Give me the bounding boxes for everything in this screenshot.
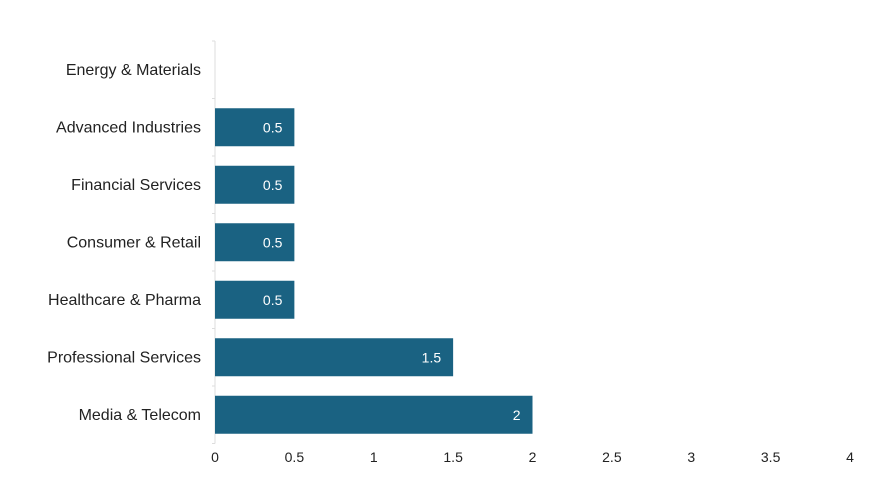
category-label: Financial Services xyxy=(71,177,201,194)
x-tick-label: 3 xyxy=(687,449,695,465)
category-label: Healthcare & Pharma xyxy=(48,292,201,309)
category-label: Consumer & Retail xyxy=(67,234,201,251)
bar xyxy=(215,338,454,377)
data-label: 0.5 xyxy=(263,292,283,308)
x-tick-label: 2.5 xyxy=(602,449,622,465)
bar xyxy=(215,108,295,147)
x-tick-label: 0.5 xyxy=(285,449,305,465)
x-tick-label: 3.5 xyxy=(761,449,781,465)
data-label: 0.5 xyxy=(263,234,283,250)
label-layer: Energy & Materials Advanced Industries 0.5… xyxy=(47,62,854,465)
category-label: Professional Services xyxy=(47,349,201,366)
data-label: 1.5 xyxy=(422,349,442,365)
category-label: Advanced Industries xyxy=(56,119,201,136)
bar xyxy=(215,395,533,434)
x-tick-label: 1.5 xyxy=(443,449,463,465)
data-label: 0.5 xyxy=(263,177,283,193)
bar xyxy=(215,223,295,262)
x-tick-label: 4 xyxy=(846,449,854,465)
category-label: Media & Telecom xyxy=(79,407,201,424)
bar-layer xyxy=(215,108,533,434)
bar xyxy=(215,165,295,204)
x-tick-label: 1 xyxy=(370,449,378,465)
data-label: 0.5 xyxy=(263,119,283,135)
data-label: 2 xyxy=(513,407,521,423)
axis-layer xyxy=(212,40,216,444)
x-tick-label: 2 xyxy=(529,449,537,465)
category-label: Energy & Materials xyxy=(66,62,201,79)
bar xyxy=(215,280,295,319)
x-tick-label: 0 xyxy=(211,449,219,465)
